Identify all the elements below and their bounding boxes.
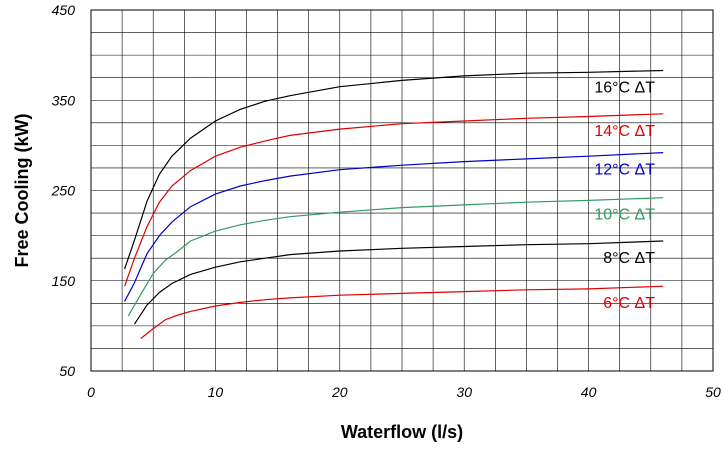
series-line: [124, 113, 664, 287]
series-label: 14°C ΔT: [594, 123, 655, 140]
x-axis-title: Waterflow (l/s): [341, 422, 463, 442]
series-line: [140, 285, 664, 339]
x-tick-label: 0: [87, 384, 95, 400]
y-axis-title: Free Cooling (kW): [12, 114, 32, 268]
y-tick-label: 350: [52, 92, 76, 108]
y-tick-label: 150: [52, 273, 76, 289]
grid: [90, 9, 714, 372]
y-tick-label: 250: [51, 183, 76, 199]
x-tick-labels: 0 10 20 30 40 50: [87, 384, 721, 400]
series-label: 10°C ΔT: [594, 207, 655, 224]
x-tick-label: 50: [705, 384, 721, 400]
plot-frame: [90, 9, 714, 372]
y-tick-label: 50: [59, 363, 75, 379]
x-tick-label: 30: [456, 384, 472, 400]
series-label: 12°C ΔT: [594, 162, 655, 179]
series-label: 16°C ΔT: [594, 80, 655, 97]
x-tick-label: 20: [331, 384, 348, 400]
series-label: 6°C ΔT: [603, 295, 655, 312]
y-tick-labels: 50 150 250 350 450: [51, 2, 76, 379]
y-tick-label: 450: [52, 2, 76, 18]
series-label: 8°C ΔT: [603, 250, 655, 267]
series-line: [133, 240, 664, 325]
series-line: [124, 69, 664, 270]
series-labels: 16°C ΔT 14°C ΔT 12°C ΔT 10°C ΔT 8°C ΔT 6°C ΔT: [594, 80, 655, 313]
series-line: [124, 152, 664, 302]
x-tick-label: 10: [208, 384, 224, 400]
series-lines: [124, 69, 664, 339]
x-tick-label: 40: [581, 384, 597, 400]
series-line: [127, 197, 664, 317]
